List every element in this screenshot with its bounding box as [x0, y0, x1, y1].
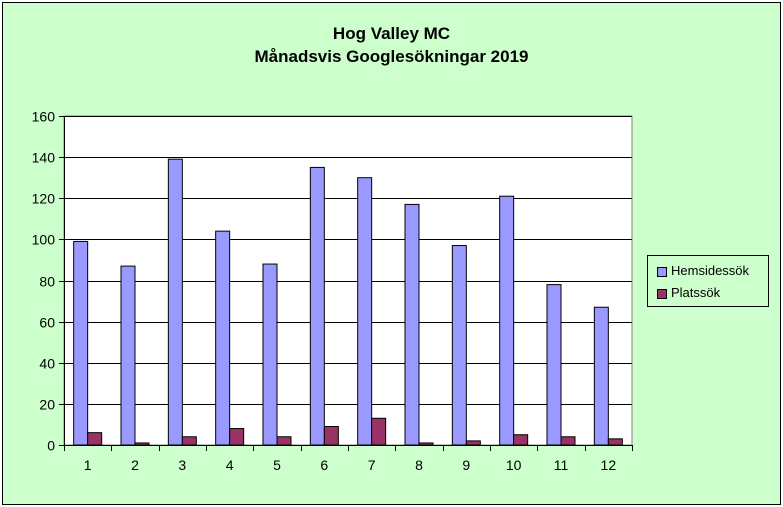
- y-tick-label-20: 20: [39, 397, 55, 413]
- legend: Hemsidessök Platssök: [647, 255, 769, 307]
- x-tick-label-1: 1: [84, 457, 92, 473]
- x-tick-label-7: 7: [368, 457, 376, 473]
- x-tick-label-6: 6: [320, 457, 328, 473]
- bar-hemsidessok-5: [262, 263, 278, 446]
- bar-platssok-4: [229, 428, 245, 446]
- y-tick-label-100: 100: [32, 232, 56, 248]
- x-tick-label-5: 5: [273, 457, 281, 473]
- x-tick-label-2: 2: [131, 457, 139, 473]
- x-tick-label-10: 10: [506, 457, 522, 473]
- chart-title-line-2: Månadsvis Googlesökningar 2019: [254, 47, 529, 66]
- bar-hemsidessok-6: [309, 166, 325, 446]
- bar-platssok-10: [513, 434, 529, 446]
- bar-platssok-8: [418, 442, 434, 446]
- legend-swatch-platssok: [657, 289, 667, 299]
- bar-hemsidessok-12: [593, 306, 609, 446]
- bar-platssok-12: [607, 438, 623, 446]
- y-tick-label-0: 0: [47, 438, 55, 454]
- bar-platssok-7: [371, 417, 387, 446]
- bar-hemsidessok-1: [73, 240, 89, 446]
- y-tick-label-40: 40: [39, 356, 55, 372]
- bar-platssok-9: [465, 440, 481, 446]
- bar-hemsidessok-3: [167, 158, 183, 446]
- legend-label-hemsidessok: Hemsidessök: [671, 263, 750, 278]
- bar-platssok-3: [181, 436, 197, 446]
- x-tick-label-12: 12: [601, 457, 617, 473]
- bar-hemsidessok-8: [404, 203, 420, 446]
- bar-platssok-6: [323, 425, 339, 446]
- y-tick-label-160: 160: [32, 109, 56, 125]
- chart-title: Hog Valley MC Månadsvis Googlesökningar …: [0, 22, 783, 68]
- x-tick-label-8: 8: [415, 457, 423, 473]
- bar-hemsidessok-7: [357, 177, 373, 446]
- x-tick-label-3: 3: [178, 457, 186, 473]
- legend-label-platssok: Platssök: [671, 285, 721, 300]
- legend-swatch-hemsidessok: [657, 267, 667, 277]
- y-tick-label-80: 80: [39, 274, 55, 290]
- bar-hemsidessok-2: [120, 265, 136, 446]
- bar-platssok-11: [560, 436, 576, 446]
- chart-title-line-1: Hog Valley MC: [332, 24, 451, 43]
- y-tick-label-120: 120: [32, 191, 56, 207]
- bar-hemsidessok-10: [499, 195, 515, 446]
- x-tick-label-9: 9: [462, 457, 470, 473]
- x-tick-label-4: 4: [226, 457, 234, 473]
- plot-area: [63, 115, 633, 446]
- bar-platssok-1: [87, 432, 103, 446]
- x-tick-label-11: 11: [554, 457, 569, 473]
- bar-hemsidessok-11: [546, 284, 562, 446]
- y-tick-label-140: 140: [32, 150, 56, 166]
- bar-hemsidessok-9: [451, 245, 467, 446]
- bar-platssok-2: [134, 442, 150, 446]
- bar-platssok-5: [276, 436, 292, 446]
- bar-hemsidessok-4: [215, 230, 231, 446]
- y-tick-label-60: 60: [39, 315, 55, 331]
